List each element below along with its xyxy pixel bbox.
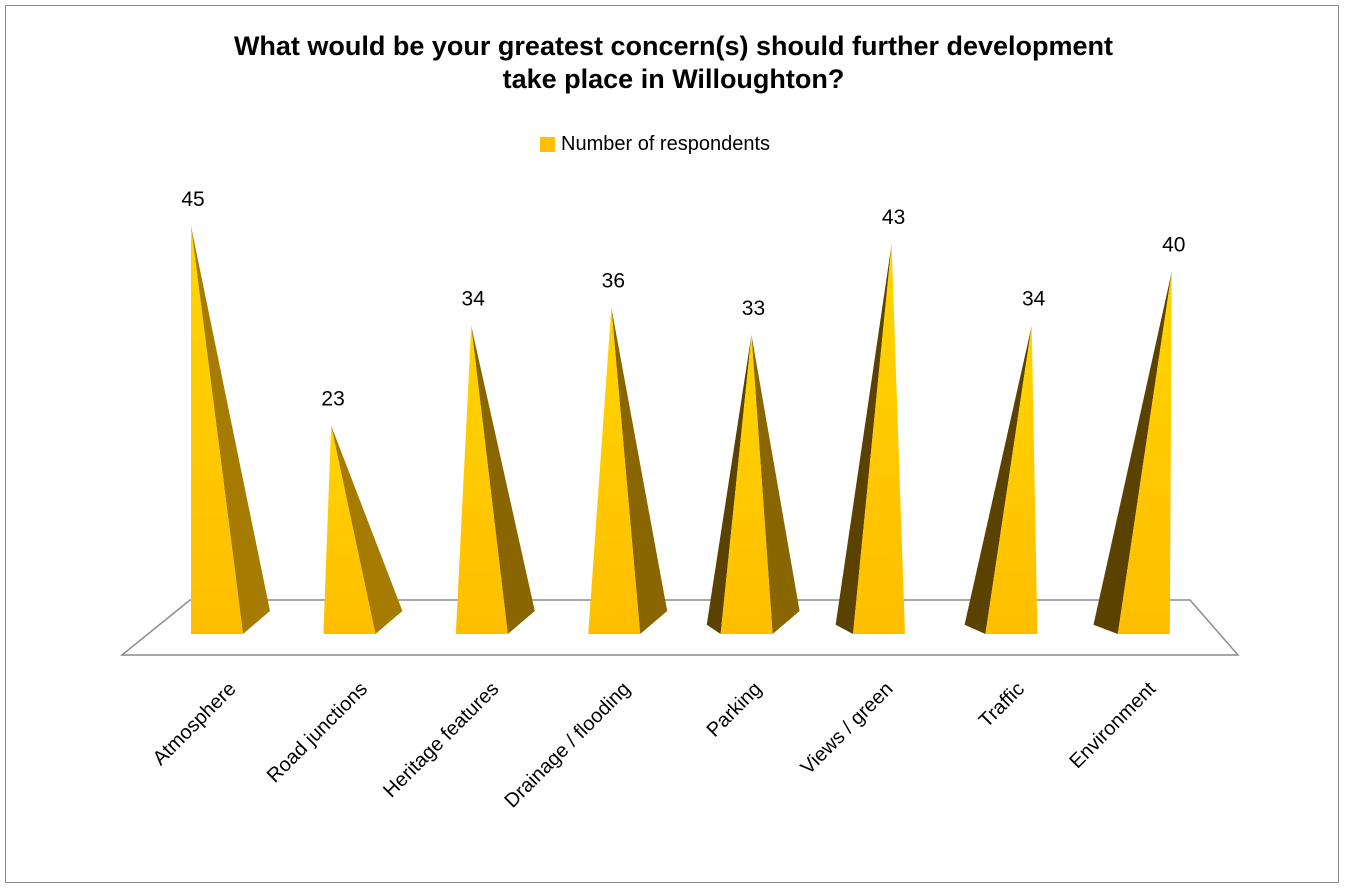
x-tick-label: Traffic — [975, 678, 1029, 732]
chart-title: What would be your greatest concern(s) s… — [0, 30, 1347, 96]
bar-front-face — [191, 226, 243, 634]
x-tick-label: Parking — [703, 678, 767, 742]
bar-front-face — [720, 334, 773, 634]
bar — [588, 307, 668, 634]
bar-side-face — [471, 325, 535, 634]
bar-side-face — [191, 226, 270, 634]
x-tick-label: Environment — [1065, 678, 1160, 773]
data-label: 34 — [1022, 288, 1046, 311]
bar — [191, 226, 270, 634]
bar-front-face — [323, 425, 376, 634]
bar — [323, 425, 403, 634]
data-label: 40 — [1162, 233, 1185, 256]
floor-outline — [119, 599, 1240, 656]
bar-side-face — [331, 425, 403, 634]
bar-front-face — [985, 325, 1038, 634]
x-tick-label: Drainage / flooding — [500, 678, 634, 812]
bar-left-face — [835, 244, 892, 634]
legend-swatch — [540, 137, 555, 152]
data-label: 34 — [462, 288, 486, 311]
bar — [706, 334, 800, 634]
data-labels-group: 45 23 34 36 33 43 34 40 — [181, 188, 1185, 410]
bar — [835, 244, 905, 634]
x-tick-label: Views / green — [797, 678, 898, 779]
bar-front-face — [1117, 271, 1172, 634]
data-label: 33 — [742, 297, 765, 320]
data-label: 36 — [602, 270, 625, 293]
data-label: 23 — [321, 387, 344, 410]
x-tick-label: Atmosphere — [149, 678, 241, 770]
data-label: 45 — [181, 188, 204, 211]
legend: Number of respondents — [540, 133, 770, 155]
data-label: 43 — [882, 206, 905, 229]
bar-front-face — [588, 307, 641, 634]
bar — [964, 325, 1038, 634]
x-tick-labels-group: Atmosphere Road junctions Heritage feature… — [149, 678, 1161, 813]
bar-left-face — [706, 334, 752, 634]
bar — [1093, 271, 1172, 634]
bar-side-face — [751, 334, 800, 634]
legend-label: Number of respondents — [561, 133, 770, 155]
x-tick-label: Heritage features — [379, 678, 503, 802]
bar — [455, 325, 535, 634]
x-tick-label: Road junctions — [263, 678, 372, 787]
bar-front-face — [853, 244, 905, 634]
chart-title-line-2: take place in Willoughton? — [502, 64, 845, 94]
bar-left-face — [1093, 271, 1172, 634]
bar-front-face — [455, 325, 508, 634]
bars-group — [191, 226, 1172, 634]
chart-title-line-1: What would be your greatest concern(s) s… — [233, 31, 1114, 61]
bar-side-face — [611, 307, 668, 634]
bar-left-face — [964, 325, 1032, 634]
